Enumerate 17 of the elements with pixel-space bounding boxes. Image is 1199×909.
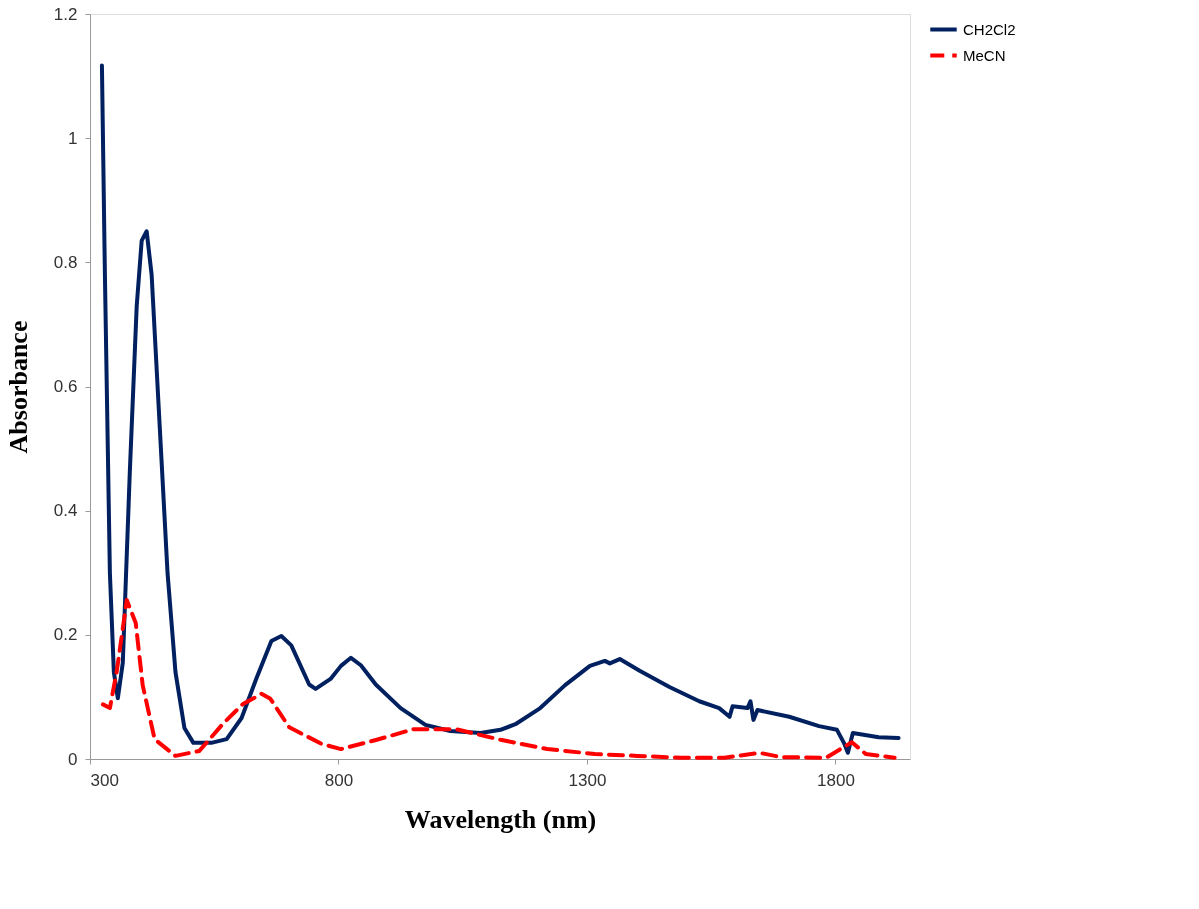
legend-label: MeCN (963, 46, 1006, 64)
y-tick-label: 0.8 (53, 252, 78, 272)
line-series (100, 598, 897, 760)
y-tick-label: 0.6 (53, 377, 78, 396)
x-tick-label: 300 (90, 770, 119, 790)
y-axis-title: Absorbance (3, 320, 33, 454)
legend-label: CH2Cl2 (963, 20, 1016, 38)
x-tick-label: 800 (324, 770, 354, 790)
y-tick-label: 0.4 (53, 501, 78, 521)
y-tick-label: 1.2 (53, 4, 78, 24)
x-tick-label: 1800 (817, 770, 855, 790)
y-tick-label: 0.2 (53, 625, 78, 645)
x-tick-label: 1300 (568, 770, 607, 790)
line-series (99, 63, 901, 755)
y-tick-label: 0 (68, 749, 78, 769)
x-axis-title: Wavelength (nm) (404, 804, 597, 834)
y-tick-label: 1 (68, 128, 78, 148)
